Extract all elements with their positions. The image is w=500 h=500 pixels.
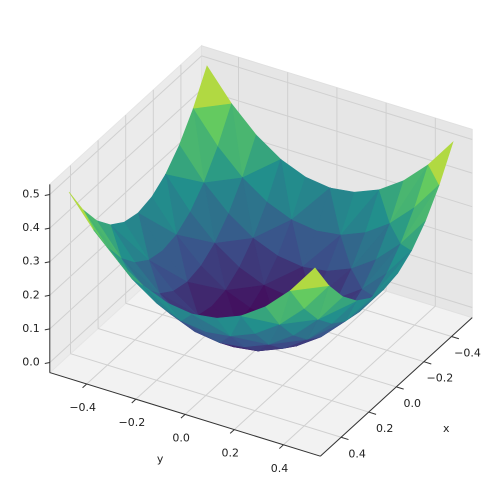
- tick-mark: [451, 336, 460, 340]
- grid-line: [201, 55, 473, 140]
- grid-line: [49, 122, 202, 263]
- surface-facet: [167, 302, 193, 322]
- tick-mark: [229, 429, 235, 434]
- tick-mark: [44, 328, 50, 331]
- surface-facet: [428, 141, 454, 186]
- z-tick-label: 0.3: [22, 255, 40, 268]
- tick-mark: [44, 261, 50, 264]
- x-axis: [320, 317, 473, 457]
- z-tick-label: 0.5: [22, 188, 40, 201]
- surface-facet: [265, 289, 291, 325]
- x-tick-label: 0.0: [404, 397, 422, 410]
- grid-line: [283, 305, 436, 446]
- tick-mark: [82, 383, 88, 389]
- tick-mark: [44, 294, 50, 297]
- tick-mark: [44, 194, 50, 196]
- tick-mark: [44, 227, 50, 230]
- surface-facet: [117, 260, 144, 286]
- surface-facet: [289, 267, 330, 292]
- tick-mark: [423, 361, 432, 365]
- surface-facet: [400, 220, 426, 251]
- tick-mark: [340, 436, 349, 441]
- z-tick-label: 0.0: [22, 356, 40, 369]
- surface-facet: [68, 191, 94, 230]
- grid-line: [49, 89, 202, 229]
- y-tick-label: 0.4: [271, 462, 289, 475]
- y-tick-label: −0.2: [119, 416, 146, 429]
- x-tick-label: −0.4: [454, 346, 481, 359]
- x-axis-label: x: [443, 422, 450, 435]
- x-tick-label: 0.2: [376, 422, 394, 435]
- tick-mark: [131, 398, 137, 404]
- y-tick-label: 0.2: [222, 447, 240, 460]
- grid-line: [49, 55, 202, 195]
- tick-mark: [368, 411, 377, 415]
- tick-mark: [180, 414, 186, 419]
- z-tick-label: 0.1: [22, 322, 40, 335]
- tick-mark: [396, 386, 404, 390]
- tick-mark: [279, 444, 284, 449]
- z-tick-label: 0.2: [22, 288, 40, 301]
- surface-facet: [216, 315, 242, 337]
- x-tick-label: 0.4: [348, 447, 366, 460]
- tick-mark: [44, 362, 50, 364]
- y-tick-label: −0.4: [69, 401, 96, 414]
- y-tick-label: 0.0: [172, 431, 190, 444]
- y-axis: [49, 372, 321, 457]
- z-tick-label: 0.4: [22, 221, 40, 234]
- y-axis-label: y: [157, 452, 164, 465]
- grid-line: [201, 89, 473, 174]
- grid-line: [233, 290, 387, 430]
- x-tick-label: −0.2: [427, 372, 454, 385]
